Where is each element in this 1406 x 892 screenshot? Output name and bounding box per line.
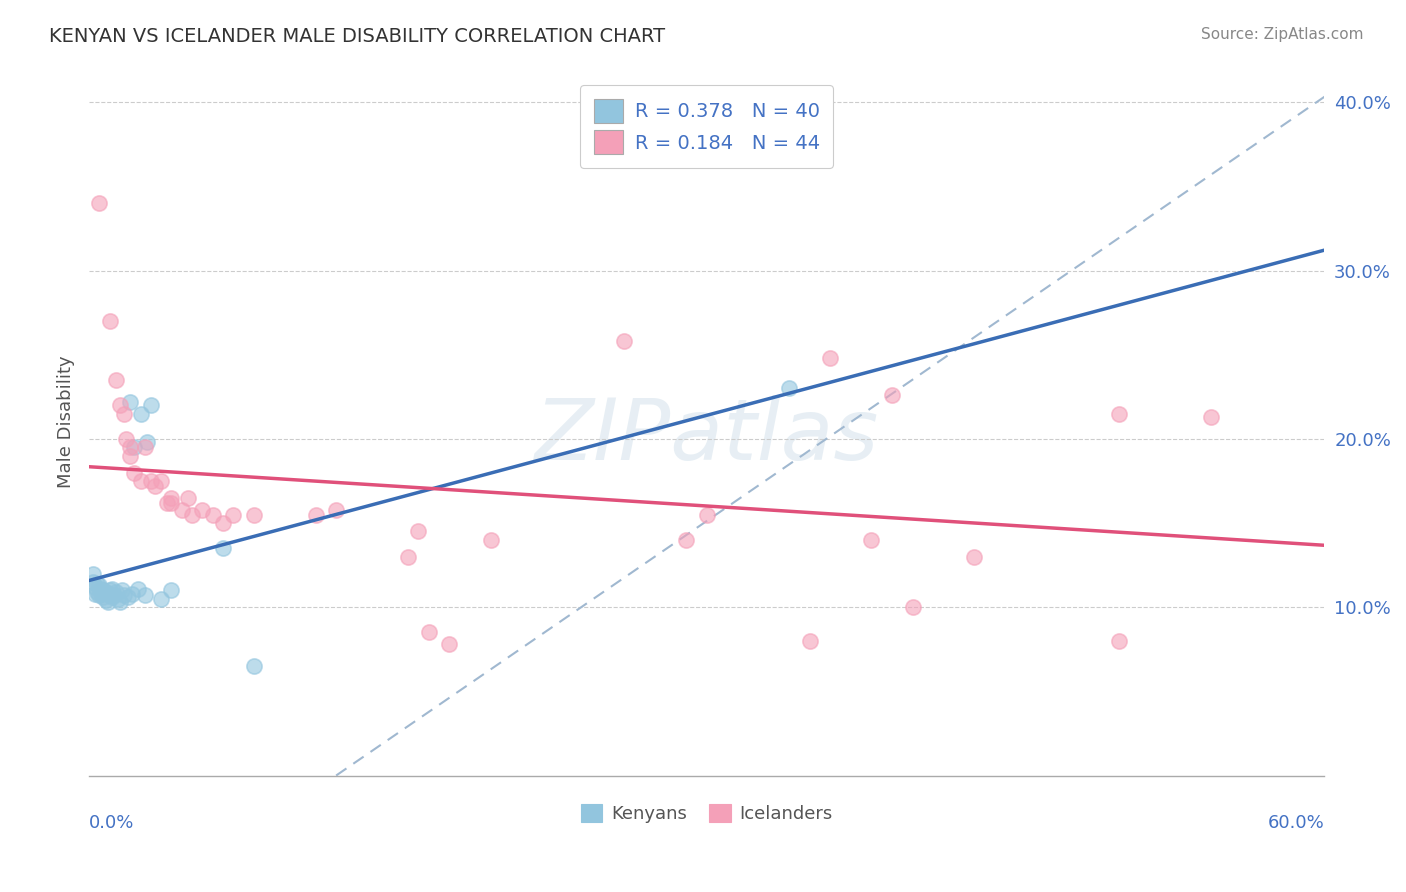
Point [98,583,121,598]
Point [212,516,235,530]
Point [108,398,131,412]
Point [89,578,111,592]
Point [304,508,326,522]
Point [117,590,139,604]
Point [325,502,347,516]
Point [170,502,193,516]
Point [439,637,461,651]
Point [675,533,697,547]
Point [177,491,200,505]
Point [160,583,183,598]
Point [135,435,157,450]
Point [112,588,135,602]
Point [901,600,924,615]
Point [212,541,235,556]
Point [396,549,419,564]
Point [120,449,142,463]
Point [134,588,156,602]
Point [104,585,127,599]
Point [108,595,131,609]
Point [93,590,115,604]
Point [94,585,117,599]
Point [98,314,121,328]
Point [84,587,107,601]
Point [129,407,152,421]
Point [418,625,440,640]
Point [191,502,214,516]
Point [86,576,108,591]
Text: 60.0%: 60.0% [1268,814,1324,832]
Point [150,591,173,606]
Point [820,351,842,365]
Point [799,633,821,648]
Point [86,585,108,599]
Point [222,508,245,522]
Point [134,440,156,454]
Point [860,533,883,547]
Point [98,588,121,602]
Point [156,496,179,510]
Point [90,582,112,596]
Point [93,583,115,598]
Point [150,474,173,488]
Point [103,588,125,602]
Point [104,373,127,387]
Point [160,491,183,505]
Point [111,583,134,598]
Point [97,595,120,609]
Point [94,593,117,607]
Legend: Kenyans, Icelanders: Kenyans, Icelanders [574,797,839,830]
Point [120,440,142,454]
Point [479,533,502,547]
Point [1199,409,1222,424]
Point [97,587,120,601]
Point [613,334,636,349]
Point [107,591,129,606]
Point [112,407,135,421]
Point [201,508,224,522]
Point [129,474,152,488]
Text: ZIPatlas: ZIPatlas [534,394,879,477]
Point [127,582,149,596]
Point [84,580,107,594]
Point [181,508,204,522]
Point [82,574,104,589]
Point [89,588,111,602]
Point [778,381,800,395]
Point [963,549,986,564]
Point [242,659,264,673]
Point [242,508,264,522]
Text: Source: ZipAtlas.com: Source: ZipAtlas.com [1201,27,1364,42]
Point [160,496,183,510]
Y-axis label: Male Disability: Male Disability [58,356,75,488]
Point [89,196,111,211]
Point [139,474,162,488]
Point [139,398,162,412]
Point [121,587,143,601]
Point [90,587,112,601]
Point [143,479,166,493]
Point [124,440,146,454]
Point [100,590,122,604]
Point [696,508,718,522]
Point [1108,633,1130,648]
Point [120,394,142,409]
Point [115,432,138,446]
Point [1108,407,1130,421]
Point [880,388,903,402]
Text: 0.0%: 0.0% [89,814,135,832]
Point [82,566,104,581]
Point [408,524,430,539]
Point [124,466,146,480]
Point [100,582,122,596]
Text: KENYAN VS ICELANDER MALE DISABILITY CORRELATION CHART: KENYAN VS ICELANDER MALE DISABILITY CORR… [49,27,665,45]
